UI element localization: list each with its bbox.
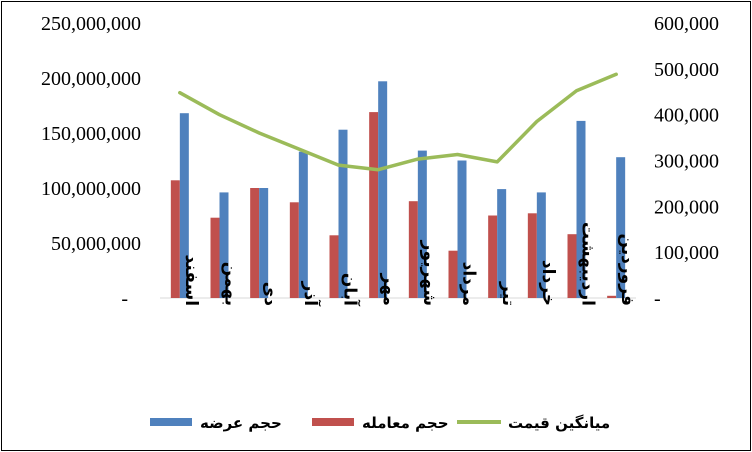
bar-series (170, 81, 626, 299)
bar-trade-volume (329, 235, 339, 298)
left-tick-label: 100,000,000 (41, 178, 141, 200)
bar-supply-volume (536, 192, 546, 298)
bar-trade-volume (210, 217, 220, 298)
legend-label-trade: حجم معامله (362, 414, 449, 432)
right-axis-tick-labels: - 100,000 200,000 300,000 400,000 500,000 600,… (654, 13, 719, 310)
right-tick-label: 400,000 (654, 105, 719, 127)
category-label: مرداد (459, 262, 479, 306)
category-label: آبان (340, 273, 362, 307)
right-tick-label: 100,000 (654, 242, 719, 264)
bar-trade-volume (170, 180, 180, 298)
legend-label-price: میانگین قیمت (508, 414, 610, 432)
right-tick-label: 500,000 (654, 59, 719, 81)
bar-trade-volume (289, 202, 299, 298)
bar-supply-volume (497, 189, 507, 298)
category-label: تیر (498, 281, 518, 306)
bar-supply-volume (298, 151, 308, 298)
category-labels: اسفند بهمن دی آذر آبان مهر شهریور مرداد تیر خرداد… (181, 222, 637, 307)
bar-trade-volume (369, 112, 379, 298)
left-tick-label: 200,000,000 (41, 68, 141, 90)
left-tick-label: 50,000,000 (51, 233, 141, 255)
right-tick-label: - (654, 288, 661, 310)
right-tick-label: 200,000 (654, 196, 719, 218)
legend: حجم عرضه حجم معامله میانگین قیمت (150, 414, 610, 432)
bar-supply-volume (616, 157, 626, 298)
right-tick-label: 600,000 (654, 13, 719, 35)
bar-supply-volume (378, 81, 388, 298)
bar-supply-volume (179, 113, 189, 298)
bar-supply-volume (219, 192, 229, 298)
category-label: شهریور (419, 240, 439, 306)
category-label: اردیبهشت (578, 222, 598, 306)
bar-trade-volume (567, 234, 577, 298)
category-label: مهر (379, 273, 399, 306)
bar-trade-volume (448, 250, 458, 298)
average-price-line (178, 72, 618, 172)
left-axis-tick-labels: - 50,000,000 100,000,000 150,000,000 200,000… (41, 13, 141, 310)
category-label: بهمن (221, 262, 241, 306)
bar-supply-volume (457, 160, 467, 298)
legend-swatch-supply (150, 418, 192, 426)
bar-trade-volume (250, 188, 260, 298)
category-label: اسفند (181, 254, 201, 306)
right-tick-label: 300,000 (654, 151, 719, 173)
left-tick-label: 150,000,000 (41, 123, 141, 145)
bar-supply-volume (338, 129, 348, 298)
bar-trade-volume (488, 215, 498, 298)
category-label: دی (260, 282, 280, 307)
category-label: فروردین (617, 233, 637, 305)
bar-supply-volume (576, 120, 586, 299)
left-tick-label: - (121, 288, 128, 310)
bar-supply-volume (417, 150, 427, 298)
legend-swatch-trade (312, 418, 354, 426)
category-label: آذر (300, 281, 322, 308)
legend-label-supply: حجم عرضه (200, 414, 282, 432)
bar-trade-volume (527, 213, 537, 298)
bar-supply-volume (259, 188, 269, 298)
left-tick-label: 250,000,000 (41, 13, 141, 35)
bar-trade-volume (408, 201, 418, 298)
category-label: خرداد (538, 260, 558, 306)
bar-trade-volume (607, 295, 617, 298)
